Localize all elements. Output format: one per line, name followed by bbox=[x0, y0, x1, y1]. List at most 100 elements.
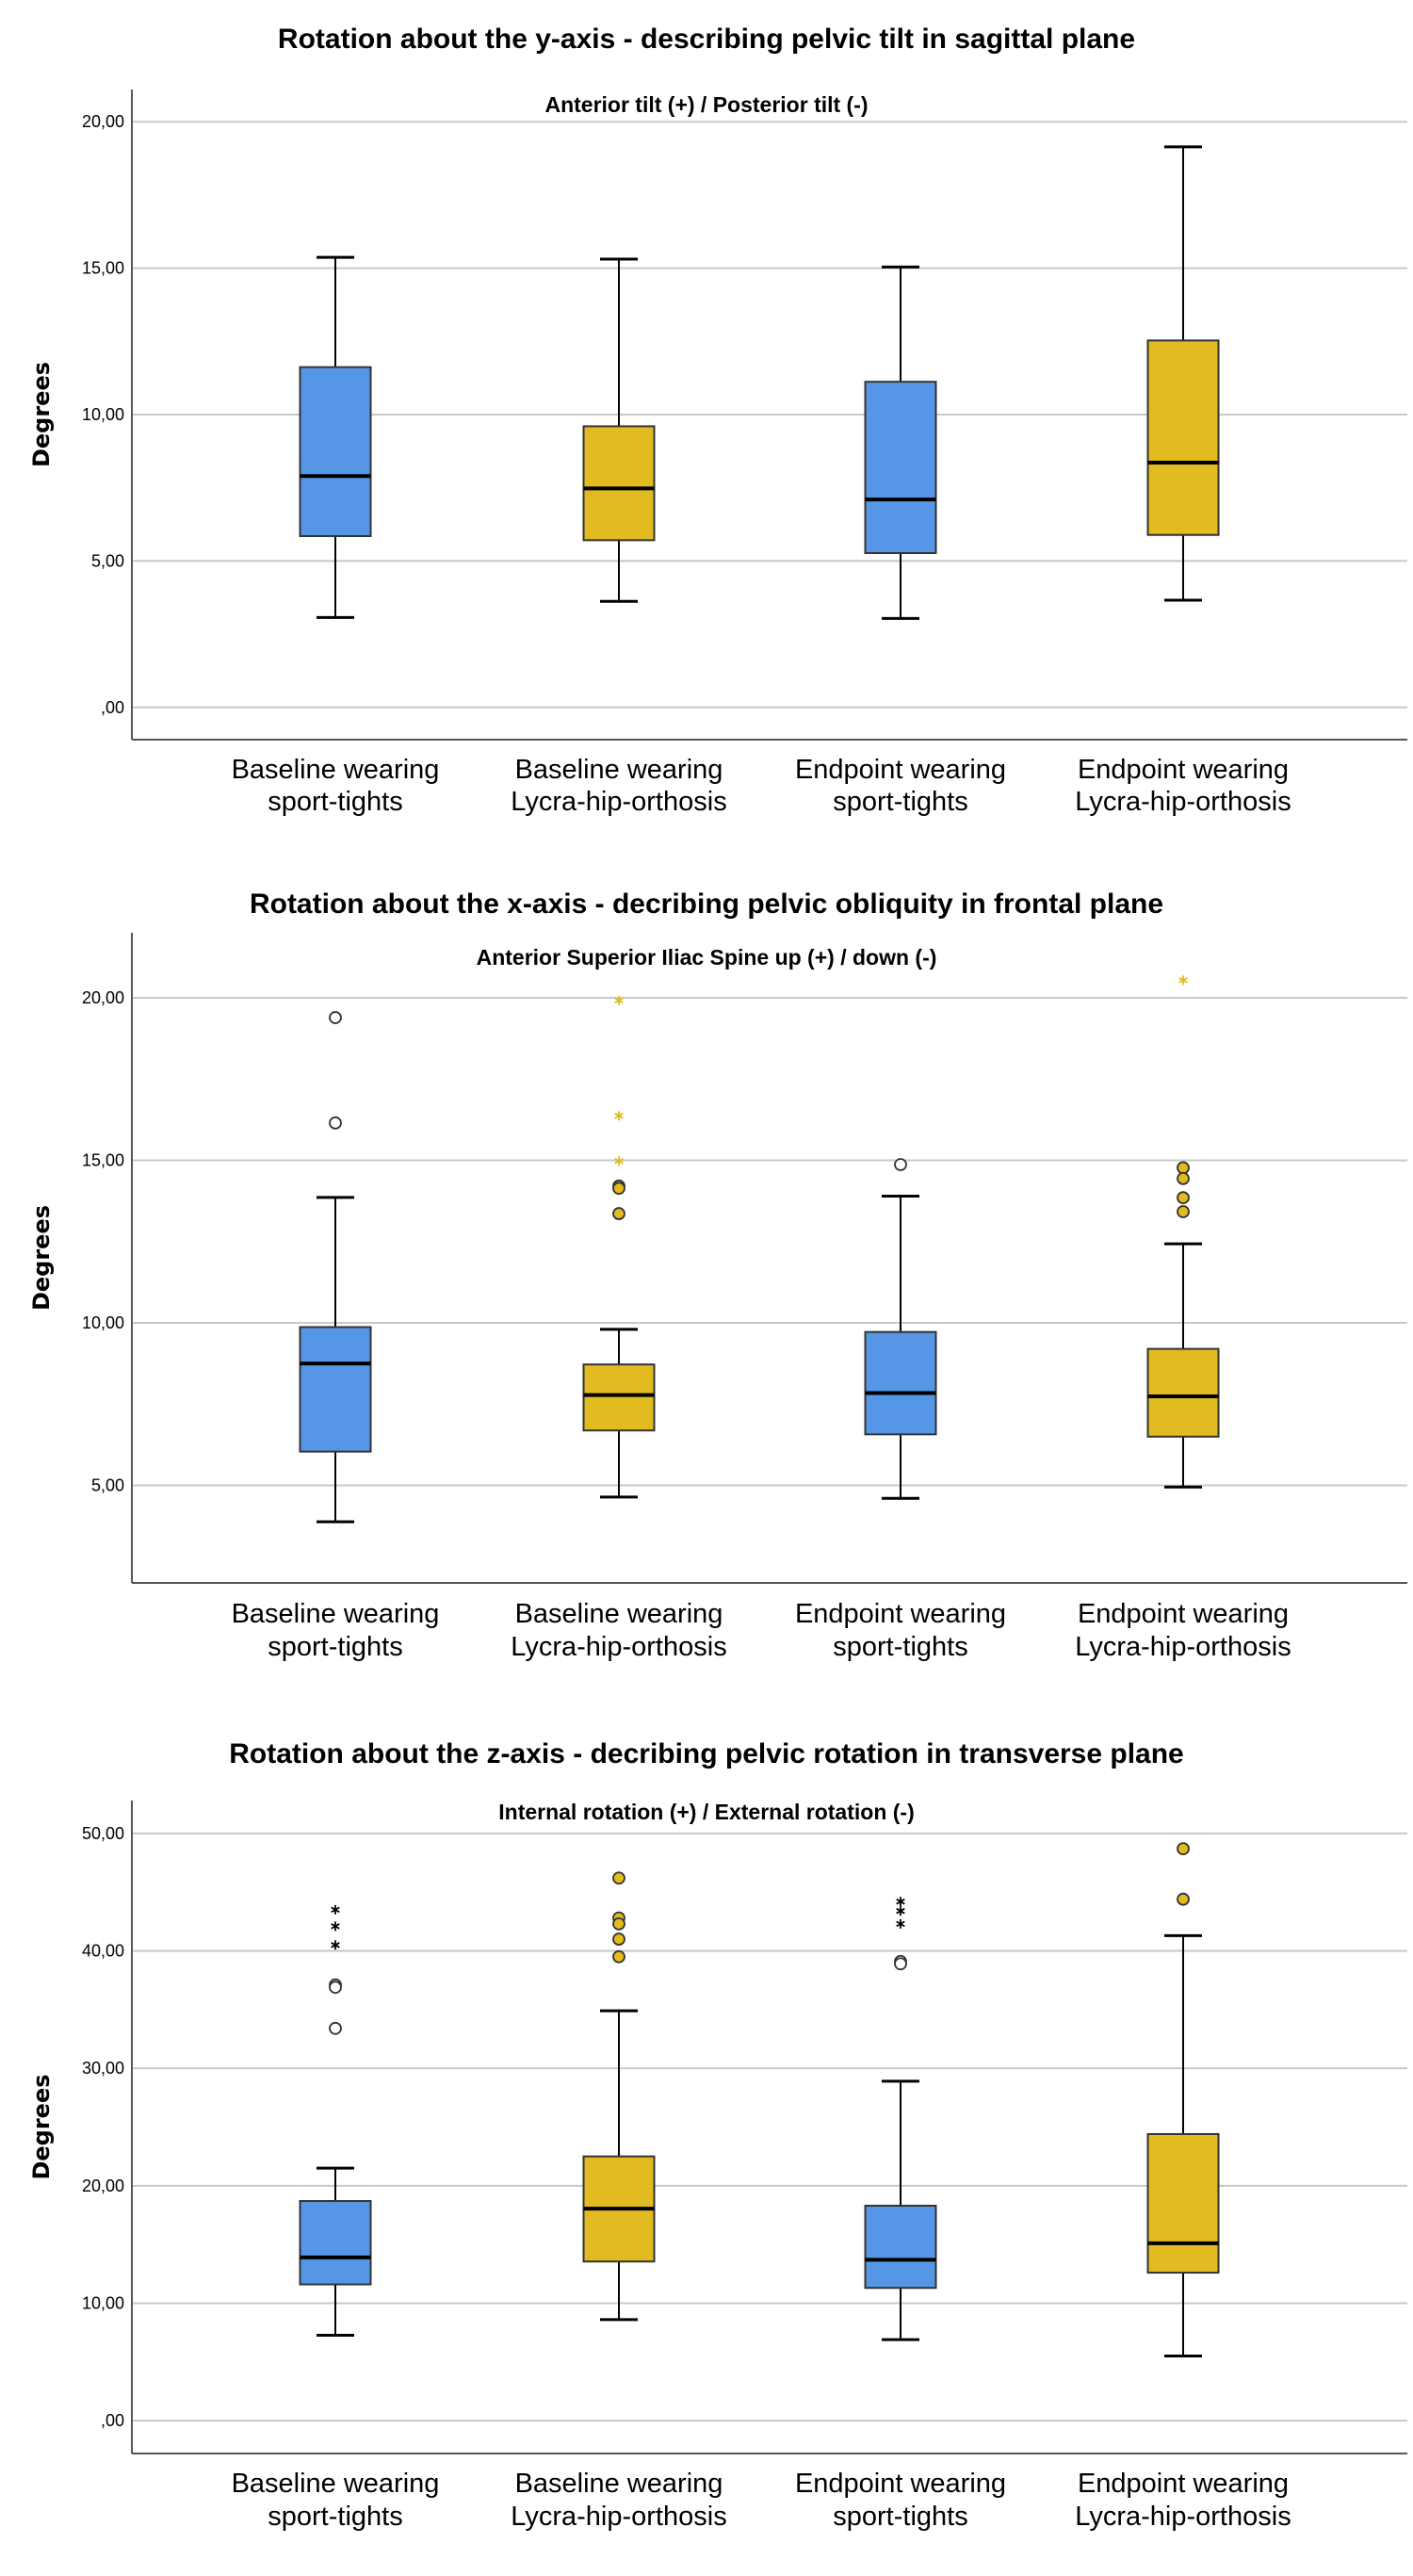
extreme-star bbox=[331, 1921, 340, 1932]
y-tick-label: 10,00 bbox=[82, 2293, 124, 2312]
y-tick-label: 15,00 bbox=[82, 1151, 124, 1170]
x-category-label-line2: sport-tights bbox=[268, 787, 402, 817]
extreme-star bbox=[614, 1156, 624, 1166]
y-tick-label: 50,00 bbox=[82, 1824, 124, 1843]
chart-subtitle: Anterior Superior Iliac Spine up (+) / d… bbox=[477, 945, 937, 970]
box-group bbox=[299, 1904, 372, 2337]
y-axis-label: Degrees bbox=[28, 362, 55, 467]
outlier-circle bbox=[1177, 1842, 1190, 1856]
y-tick-label: 5,00 bbox=[91, 551, 124, 570]
x-category-label-line1: Baseline wearing bbox=[232, 755, 440, 785]
boxplot-panel-1: Rotation about the y-axis - describing p… bbox=[28, 24, 1407, 817]
x-category-label-line2: Lycra-hip-orthosis bbox=[1075, 2502, 1291, 2532]
extreme-star bbox=[331, 1904, 340, 1915]
outlier-circle bbox=[329, 1981, 342, 1995]
x-category-label-line2: sport-tights bbox=[833, 1632, 967, 1662]
outlier-circle bbox=[612, 1932, 625, 1946]
extreme-star bbox=[1178, 975, 1188, 986]
y-tick-label: 20,00 bbox=[82, 112, 124, 131]
extreme-star bbox=[331, 1940, 340, 1950]
chart-subtitle: Internal rotation (+) / External rotatio… bbox=[498, 1800, 915, 1824]
y-axis-label: Degrees bbox=[28, 2074, 55, 2179]
y-tick-label: ,00 bbox=[101, 698, 124, 717]
box-iqr bbox=[582, 425, 656, 542]
y-tick-label: 10,00 bbox=[82, 1313, 124, 1332]
box-group bbox=[1146, 975, 1220, 1489]
chart-title: Rotation about the z-axis - decribing pe… bbox=[229, 1738, 1184, 1769]
outlier-circle bbox=[1177, 1892, 1190, 1906]
x-category-label-line1: Endpoint wearing bbox=[795, 755, 1006, 785]
box-group bbox=[582, 1871, 656, 2322]
outlier-circle bbox=[1177, 1161, 1190, 1175]
x-category-label-line1: Baseline wearing bbox=[515, 2469, 723, 2499]
x-category-label-line2: Lycra-hip-orthosis bbox=[511, 787, 726, 817]
box-iqr bbox=[1146, 339, 1220, 536]
x-category-label-line1: Endpoint wearing bbox=[1078, 2469, 1289, 2499]
y-tick-label: 15,00 bbox=[82, 259, 124, 278]
boxplot-panel-2: Rotation about the x-axis - decribing pe… bbox=[28, 889, 1407, 1662]
x-category-label-line1: Baseline wearing bbox=[515, 1599, 723, 1629]
x-category-label-line2: Lycra-hip-orthosis bbox=[511, 2502, 726, 2532]
box-iqr bbox=[299, 366, 372, 537]
x-category-label-line1: Endpoint wearing bbox=[1078, 1599, 1289, 1629]
box-group bbox=[1146, 1842, 1220, 2358]
box-group bbox=[1146, 145, 1220, 602]
outlier-circle bbox=[612, 1871, 625, 1885]
outlier-circle bbox=[329, 1116, 342, 1130]
y-tick-label: 20,00 bbox=[82, 988, 124, 1007]
box-iqr bbox=[864, 2205, 937, 2290]
outlier-circle bbox=[329, 1011, 342, 1024]
x-category-label-line1: Endpoint wearing bbox=[1078, 755, 1289, 785]
y-tick-label: 20,00 bbox=[82, 2177, 124, 2195]
outlier-circle bbox=[612, 1949, 625, 1964]
chart-title: Rotation about the y-axis - describing p… bbox=[278, 24, 1135, 55]
y-tick-label: 5,00 bbox=[91, 1476, 124, 1495]
y-tick-label: ,00 bbox=[101, 2411, 124, 2430]
outlier-circle bbox=[1177, 1191, 1190, 1205]
x-category-label-line2: sport-tights bbox=[268, 1632, 402, 1662]
box-iqr bbox=[299, 1326, 372, 1453]
box-iqr bbox=[582, 1363, 656, 1432]
box-group bbox=[582, 995, 656, 1499]
extreme-star bbox=[614, 995, 624, 1005]
x-category-label-line2: sport-tights bbox=[833, 787, 967, 817]
box-iqr bbox=[1146, 2132, 1220, 2274]
outlier-circle bbox=[1177, 1171, 1190, 1185]
x-category-label-line1: Endpoint wearing bbox=[795, 2469, 1006, 2499]
x-category-label-line1: Endpoint wearing bbox=[795, 1599, 1006, 1629]
outlier-circle bbox=[612, 1182, 625, 1196]
y-tick-label: 40,00 bbox=[82, 1942, 124, 1961]
x-category-label-line1: Baseline wearing bbox=[515, 755, 723, 785]
x-category-label-line2: Lycra-hip-orthosis bbox=[1075, 1632, 1291, 1662]
boxplot-panel-3: Rotation about the z-axis - decribing pe… bbox=[28, 1738, 1407, 2532]
box-iqr bbox=[864, 381, 937, 555]
outlier-circle bbox=[612, 1916, 625, 1931]
x-category-label-line2: Lycra-hip-orthosis bbox=[511, 1632, 726, 1662]
outlier-circle bbox=[1177, 1205, 1190, 1218]
box-group bbox=[299, 1011, 372, 1524]
x-category-label-line1: Baseline wearing bbox=[232, 1599, 440, 1629]
y-tick-label: 30,00 bbox=[82, 2059, 124, 2078]
chart-title: Rotation about the x-axis - decribing pe… bbox=[250, 889, 1163, 920]
box-group bbox=[864, 265, 937, 620]
box-iqr bbox=[864, 1330, 937, 1436]
box-group bbox=[582, 257, 656, 603]
extreme-star bbox=[896, 1906, 905, 1916]
outlier-circle bbox=[894, 1158, 907, 1171]
box-group bbox=[864, 1158, 937, 1500]
extreme-star bbox=[896, 1918, 905, 1929]
y-tick-label: 10,00 bbox=[82, 405, 124, 424]
x-category-label-line2: sport-tights bbox=[268, 2502, 402, 2532]
x-category-label-line2: Lycra-hip-orthosis bbox=[1075, 787, 1291, 817]
box-group bbox=[299, 255, 372, 619]
x-category-label-line2: sport-tights bbox=[833, 2502, 967, 2532]
outlier-circle bbox=[894, 1957, 907, 1971]
box-iqr bbox=[1146, 1347, 1220, 1438]
box-iqr bbox=[299, 2200, 372, 2286]
extreme-star bbox=[896, 1897, 905, 1907]
box-group bbox=[864, 1897, 937, 2341]
y-axis-label: Degrees bbox=[28, 1205, 55, 1311]
outlier-circle bbox=[612, 1207, 625, 1220]
outlier-circle bbox=[329, 2021, 342, 2035]
x-category-label-line1: Baseline wearing bbox=[232, 2469, 440, 2499]
